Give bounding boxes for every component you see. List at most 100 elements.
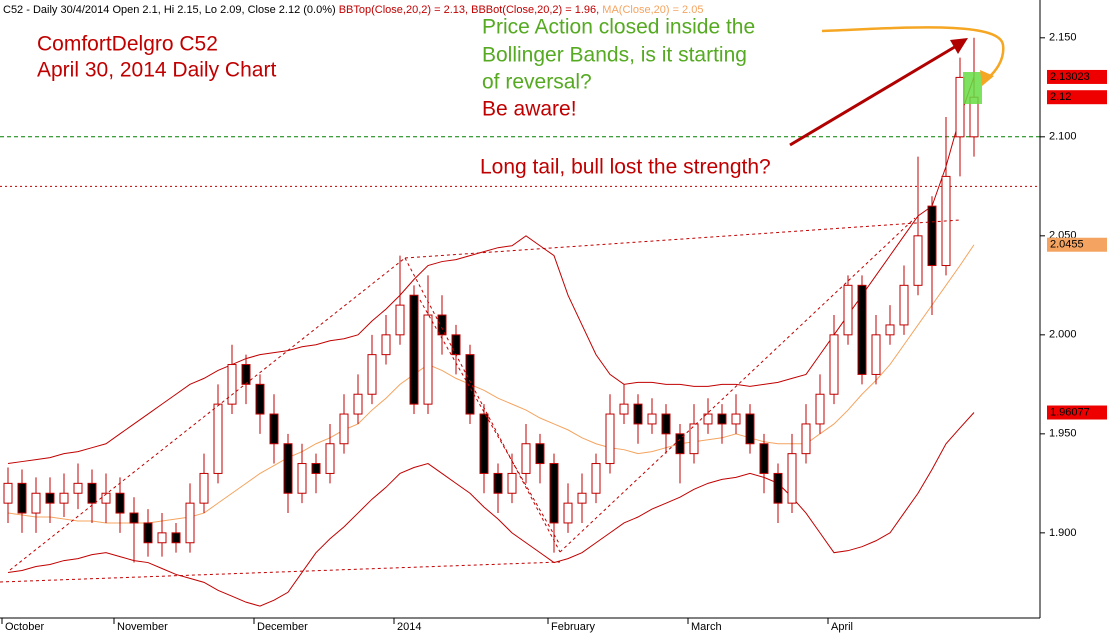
y-tick-label: 2.000 <box>1049 329 1077 341</box>
candle-body <box>591 463 601 494</box>
candle-body <box>101 492 111 504</box>
annotation: Bollinger Bands, is it starting <box>482 44 747 67</box>
indicator-line <box>7 412 975 607</box>
candle-body <box>297 463 307 494</box>
candle-body <box>311 463 321 474</box>
candle-body <box>269 413 279 445</box>
annotation: Price Action closed inside the <box>482 16 755 39</box>
candle-body <box>745 413 755 445</box>
candle-body <box>437 314 447 336</box>
candle-body <box>787 453 797 504</box>
candle-body <box>59 492 69 504</box>
indicator-line <box>7 244 975 524</box>
candle-body <box>927 205 937 267</box>
value-label-box <box>1047 90 1107 105</box>
indicator-line <box>7 76 975 465</box>
candle-body <box>619 403 629 415</box>
candle-body <box>367 354 377 395</box>
candle-body <box>549 463 559 524</box>
candle-body <box>563 502 573 524</box>
value-label: 2.12 <box>1050 91 1071 103</box>
value-label: 2.13023 <box>1050 71 1090 83</box>
candle-body <box>675 433 685 455</box>
candle-body <box>479 413 489 474</box>
candle-body <box>255 383 265 415</box>
candle-body <box>143 522 153 544</box>
candle-body <box>801 423 811 455</box>
x-tick-label: November <box>117 621 168 633</box>
candle-body <box>493 472 503 494</box>
candle-body <box>241 364 251 385</box>
candle-body <box>409 294 419 405</box>
candle-body <box>395 304 405 336</box>
candle-body <box>731 413 741 425</box>
candle-body <box>703 413 713 425</box>
trend-line <box>419 299 561 546</box>
candle-body <box>465 354 475 415</box>
candle-body <box>17 482 27 514</box>
y-tick-label: 2.100 <box>1049 131 1077 143</box>
header-bbbot: BBBot(Close,20,2) = 1.96, <box>471 4 599 16</box>
value-label-box <box>1047 69 1107 84</box>
annotation: ComfortDelgro C52 <box>37 33 218 56</box>
candle-body <box>913 235 923 286</box>
annotation: Long tail, bull lost the strength? <box>480 156 771 179</box>
candle-body <box>605 413 615 465</box>
x-tick-label: April <box>831 621 853 633</box>
candle-body <box>199 472 209 504</box>
arrow <box>789 43 959 147</box>
y-tick-label: 1.950 <box>1049 428 1077 440</box>
candle-body <box>507 472 517 494</box>
candle-body <box>843 284 853 336</box>
candle-body <box>759 443 769 474</box>
highlight-box <box>963 72 982 104</box>
candle-body <box>171 532 181 544</box>
value-label: 1.96077 <box>1050 406 1090 418</box>
candle-body <box>871 334 881 375</box>
candle-body <box>185 502 195 544</box>
x-tick-label: 2014 <box>397 621 421 633</box>
candle-body <box>87 482 97 504</box>
annotation: April 30, 2014 Daily Chart <box>37 59 276 82</box>
candle-body <box>521 443 531 474</box>
x-tick-label: October <box>5 621 44 633</box>
candle-body <box>423 314 433 405</box>
header-main: C52 - Daily 30/4/2014 Open 2.1, Hi 2.15,… <box>3 4 336 16</box>
candle-body <box>717 413 727 425</box>
value-label-box <box>1047 405 1107 420</box>
annotation: of reversal? <box>482 71 592 94</box>
header-ma: MA(Close,20) = 2.05 <box>602 4 703 16</box>
candle-body <box>899 284 909 326</box>
candle-body <box>381 334 391 356</box>
trend-line <box>404 219 961 259</box>
header: C52 - Daily 30/4/2014 Open 2.1, Hi 2.15,… <box>3 4 703 16</box>
candle-body <box>31 492 41 514</box>
value-label-box <box>1047 237 1107 252</box>
candle-body <box>857 284 867 375</box>
candle-body <box>339 413 349 445</box>
annotation: Be aware! <box>482 98 577 121</box>
y-tick-label: 1.900 <box>1049 527 1077 539</box>
candle-body <box>451 334 461 356</box>
header-bbtop: BBTop(Close,20,2) = 2.13, <box>339 4 468 16</box>
candle-body <box>647 413 657 425</box>
candle-body <box>829 334 839 395</box>
x-tick-label: February <box>551 621 596 633</box>
candle-body <box>353 393 363 415</box>
candle-body <box>213 403 223 474</box>
candle-body <box>815 393 825 425</box>
candle-body <box>325 443 335 474</box>
candle-body <box>283 443 293 494</box>
candle-body <box>45 492 55 504</box>
candle-body <box>73 482 83 494</box>
candle-body <box>689 423 699 455</box>
candle-body <box>955 76 965 138</box>
x-tick-label: December <box>257 621 308 633</box>
candle-body <box>227 364 237 405</box>
arrow-head <box>980 70 994 86</box>
x-tick-label: March <box>691 621 722 633</box>
trend-line <box>404 257 561 553</box>
candle-body <box>115 492 125 514</box>
